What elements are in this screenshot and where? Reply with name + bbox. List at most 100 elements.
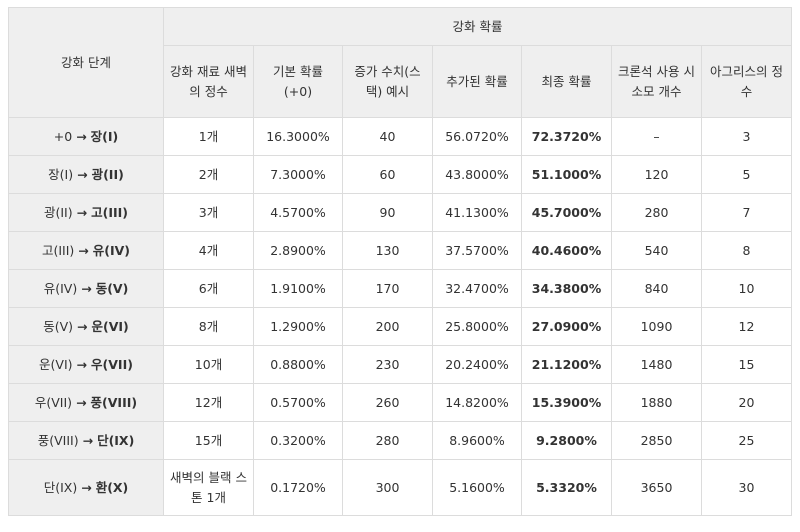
column-header-base-rate: 기본 확률 (+0) (253, 45, 343, 118)
stage-to: 고(III) (91, 204, 128, 220)
cell-agris-essence: 15 (701, 345, 792, 384)
cell-final-rate: 34.3800% (521, 269, 612, 308)
cell-final-rate: 15.3900% (521, 383, 612, 422)
cell-stage: 단(IX) → 환(X) (8, 459, 164, 516)
cell-final-rate: 27.0900% (521, 307, 612, 346)
cell-stage: 고(III) → 유(IV) (8, 231, 164, 270)
cell-stack-example: 40 (342, 117, 433, 156)
cell-base-rate: 7.3000% (253, 155, 343, 194)
cell-material: 6개 (163, 269, 254, 308)
cell-chronos-stone: 840 (611, 269, 702, 308)
cell-final-rate: 51.1000% (521, 155, 612, 194)
cell-chronos-stone: 2850 (611, 421, 702, 460)
stage-column-header: 강화 단계 (8, 7, 164, 118)
cell-base-rate: 1.2900% (253, 307, 343, 346)
cell-stack-example: 230 (342, 345, 433, 384)
cell-stack-example: 170 (342, 269, 433, 308)
cell-final-rate: 9.2800% (521, 421, 612, 460)
enhancement-table: 강화 단계 강화 확률 강화 재료 새벽의 정수 기본 확률 (+0) 증가 수… (8, 7, 792, 516)
stage-to: 광(II) (91, 166, 124, 182)
cell-material: 12개 (163, 383, 254, 422)
table-row: 장(I) → 광(II) 2개 7.3000% 60 43.8000% 51.1000% 120… (8, 155, 792, 194)
column-header-agris-essence: 아그리스의 정수 (701, 45, 792, 118)
stage-from: 풍(VIII) (37, 432, 79, 448)
arrow-icon: → (77, 166, 88, 182)
stage-from: 장(I) (48, 166, 74, 182)
cell-base-rate: 2.8900% (253, 231, 343, 270)
cell-chronos-stone: 3650 (611, 459, 702, 516)
cell-base-rate: 16.3000% (253, 117, 343, 156)
table-row: 유(IV) → 동(V) 6개 1.9100% 170 32.4700% 34.3800% 84… (8, 269, 792, 308)
stage-from: 광(II) (43, 204, 73, 220)
cell-agris-essence: 20 (701, 383, 792, 422)
stage-from: 운(VI) (39, 356, 73, 372)
arrow-icon: → (76, 128, 87, 144)
stage-to: 동(V) (95, 280, 129, 296)
arrow-icon: → (81, 479, 92, 495)
arrow-icon: → (77, 318, 88, 334)
arrow-icon: → (78, 242, 89, 258)
arrow-icon: → (76, 204, 88, 220)
cell-stack-example: 260 (342, 383, 433, 422)
table-row: 동(V) → 운(VI) 8개 1.2900% 200 25.8000% 27.0900% 10… (8, 307, 792, 346)
cell-material: 3개 (163, 193, 254, 232)
cell-agris-essence: 30 (701, 459, 792, 516)
cell-base-rate: 1.9100% (253, 269, 343, 308)
cell-base-rate: 0.5700% (253, 383, 343, 422)
cell-agris-essence: 12 (701, 307, 792, 346)
stage-from: 고(III) (41, 242, 75, 258)
cell-added-rate: 14.8200% (432, 383, 522, 422)
stage-from: 동(V) (43, 318, 74, 334)
cell-material: 새벽의 블랙 스톤 1개 (163, 459, 254, 516)
cell-added-rate: 37.5700% (432, 231, 522, 270)
cell-final-rate: 40.4600% (521, 231, 612, 270)
cell-final-rate: 45.7000% (521, 193, 612, 232)
cell-added-rate: 20.2400% (432, 345, 522, 384)
cell-chronos-stone: 540 (611, 231, 702, 270)
probability-group-header: 강화 확률 (163, 7, 792, 46)
column-header-final-rate: 최종 확률 (521, 45, 612, 118)
cell-added-rate: 8.9600% (432, 421, 522, 460)
table-row: 단(IX) → 환(X) 새벽의 블랙 스톤 1개 0.1720% 300 5.1600% 5… (8, 459, 792, 516)
cell-chronos-stone: 1480 (611, 345, 702, 384)
stage-to: 유(IV) (92, 242, 131, 258)
cell-material: 8개 (163, 307, 254, 346)
cell-material: 2개 (163, 155, 254, 194)
cell-added-rate: 56.0720% (432, 117, 522, 156)
cell-base-rate: 0.1720% (253, 459, 343, 516)
cell-chronos-stone: 1090 (611, 307, 702, 346)
column-header-chronos-stone: 크론석 사용 시 소모 개수 (611, 45, 702, 118)
cell-stack-example: 300 (342, 459, 433, 516)
column-header-material: 강화 재료 새벽의 정수 (163, 45, 254, 118)
cell-material: 10개 (163, 345, 254, 384)
arrow-icon: → (82, 432, 94, 448)
column-header-added-rate: 추가된 확률 (432, 45, 522, 118)
cell-final-rate: 5.3320% (521, 459, 612, 516)
cell-chronos-stone: 1880 (611, 383, 702, 422)
cell-final-rate: 21.1200% (521, 345, 612, 384)
stage-to: 운(VI) (91, 318, 129, 334)
arrow-icon: → (76, 394, 87, 410)
stage-from: 우(VII) (34, 394, 73, 410)
cell-stage: +0 → 장(I) (8, 117, 164, 156)
cell-agris-essence: 10 (701, 269, 792, 308)
stage-to: 단(IX) (97, 432, 135, 448)
cell-final-rate: 72.3720% (521, 117, 612, 156)
stage-to: 장(I) (90, 128, 119, 144)
cell-base-rate: 0.8800% (253, 345, 343, 384)
table-row: 고(III) → 유(IV) 4개 2.8900% 130 37.5700% 40.4600%… (8, 231, 792, 270)
table-row: +0 → 장(I) 1개 16.3000% 40 56.0720% 72.3720% –3 (8, 117, 792, 156)
cell-chronos-stone: 280 (611, 193, 702, 232)
stage-to: 풍(VIII) (90, 394, 138, 410)
cell-chronos-stone: – (611, 117, 702, 156)
stage-to: 우(VII) (91, 356, 133, 372)
stage-from: 유(IV) (43, 280, 78, 296)
arrow-icon: → (76, 356, 88, 372)
cell-stack-example: 200 (342, 307, 433, 346)
cell-added-rate: 32.4700% (432, 269, 522, 308)
table-row: 풍(VIII) → 단(IX) 15개 0.3200% 280 8.9600% 9.2800%… (8, 421, 792, 460)
cell-stage: 장(I) → 광(II) (8, 155, 164, 194)
cell-stage: 동(V) → 운(VI) (8, 307, 164, 346)
cell-stack-example: 130 (342, 231, 433, 270)
